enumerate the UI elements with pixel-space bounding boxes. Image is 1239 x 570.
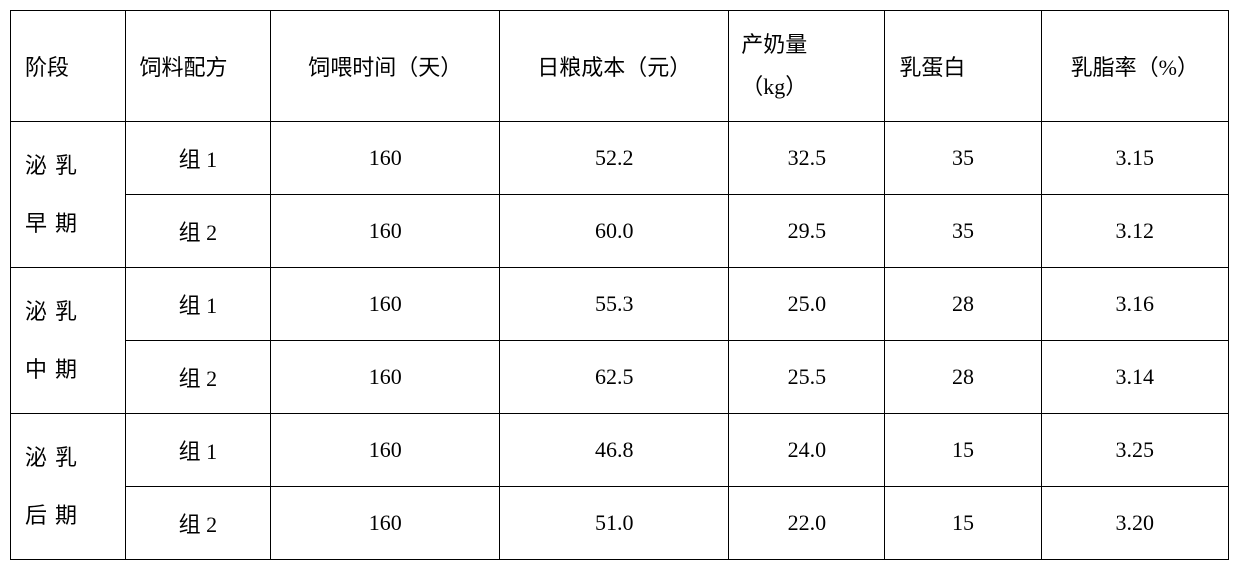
stage-mid-line1: 泌乳 bbox=[25, 299, 85, 324]
cell-fat: 3.15 bbox=[1041, 122, 1228, 195]
cell-yield: 29.5 bbox=[729, 195, 885, 268]
cell-cost: 52.2 bbox=[500, 122, 729, 195]
cell-cost: 60.0 bbox=[500, 195, 729, 268]
data-table: 阶段 饲料配方 饲喂时间（天） 日粮成本（元） 产奶量 （kg） 乳蛋白 乳脂率… bbox=[10, 10, 1229, 560]
cell-days: 160 bbox=[271, 122, 500, 195]
stage-early-line1: 泌乳 bbox=[25, 153, 85, 178]
cell-fat: 3.25 bbox=[1041, 414, 1228, 487]
table-row: 泌乳 中期 组 1 160 55.3 25.0 28 3.16 bbox=[11, 268, 1229, 341]
cell-protein: 15 bbox=[885, 487, 1041, 560]
cell-yield: 22.0 bbox=[729, 487, 885, 560]
cell-cost: 55.3 bbox=[500, 268, 729, 341]
stage-early-line2: 早期 bbox=[25, 211, 85, 236]
stage-mid: 泌乳 中期 bbox=[11, 268, 126, 414]
header-fat: 乳脂率（%） bbox=[1041, 11, 1228, 122]
cell-cost: 62.5 bbox=[500, 341, 729, 414]
header-yield: 产奶量 （kg） bbox=[729, 11, 885, 122]
header-yield-line1: 产奶量 bbox=[741, 32, 807, 57]
header-cost: 日粮成本（元） bbox=[500, 11, 729, 122]
stage-late-line1: 泌乳 bbox=[25, 445, 85, 470]
cell-days: 160 bbox=[271, 487, 500, 560]
cell-days: 160 bbox=[271, 268, 500, 341]
table-row: 组 2 160 60.0 29.5 35 3.12 bbox=[11, 195, 1229, 268]
cell-protein: 28 bbox=[885, 268, 1041, 341]
cell-formula: 组 1 bbox=[125, 414, 271, 487]
cell-fat: 3.16 bbox=[1041, 268, 1228, 341]
table-header-row: 阶段 饲料配方 饲喂时间（天） 日粮成本（元） 产奶量 （kg） 乳蛋白 乳脂率… bbox=[11, 11, 1229, 122]
header-formula: 饲料配方 bbox=[125, 11, 271, 122]
table-row: 组 2 160 62.5 25.5 28 3.14 bbox=[11, 341, 1229, 414]
header-stage: 阶段 bbox=[11, 11, 126, 122]
stage-late: 泌乳 后期 bbox=[11, 414, 126, 560]
cell-fat: 3.20 bbox=[1041, 487, 1228, 560]
table-row: 泌乳 后期 组 1 160 46.8 24.0 15 3.25 bbox=[11, 414, 1229, 487]
header-protein: 乳蛋白 bbox=[885, 11, 1041, 122]
cell-fat: 3.12 bbox=[1041, 195, 1228, 268]
cell-cost: 51.0 bbox=[500, 487, 729, 560]
cell-formula: 组 2 bbox=[125, 487, 271, 560]
cell-cost: 46.8 bbox=[500, 414, 729, 487]
stage-late-line2: 后期 bbox=[25, 503, 85, 528]
table-row: 泌乳 早期 组 1 160 52.2 32.5 35 3.15 bbox=[11, 122, 1229, 195]
cell-yield: 25.5 bbox=[729, 341, 885, 414]
table-row: 组 2 160 51.0 22.0 15 3.20 bbox=[11, 487, 1229, 560]
cell-protein: 28 bbox=[885, 341, 1041, 414]
header-yield-line2: （kg） bbox=[741, 74, 807, 99]
cell-protein: 35 bbox=[885, 195, 1041, 268]
header-days: 饲喂时间（天） bbox=[271, 11, 500, 122]
cell-protein: 15 bbox=[885, 414, 1041, 487]
cell-days: 160 bbox=[271, 195, 500, 268]
cell-formula: 组 1 bbox=[125, 268, 271, 341]
cell-yield: 24.0 bbox=[729, 414, 885, 487]
cell-days: 160 bbox=[271, 341, 500, 414]
cell-days: 160 bbox=[271, 414, 500, 487]
stage-mid-line2: 中期 bbox=[25, 357, 85, 382]
cell-formula: 组 2 bbox=[125, 341, 271, 414]
cell-yield: 25.0 bbox=[729, 268, 885, 341]
cell-protein: 35 bbox=[885, 122, 1041, 195]
stage-early: 泌乳 早期 bbox=[11, 122, 126, 268]
cell-fat: 3.14 bbox=[1041, 341, 1228, 414]
cell-formula: 组 2 bbox=[125, 195, 271, 268]
cell-formula: 组 1 bbox=[125, 122, 271, 195]
cell-yield: 32.5 bbox=[729, 122, 885, 195]
